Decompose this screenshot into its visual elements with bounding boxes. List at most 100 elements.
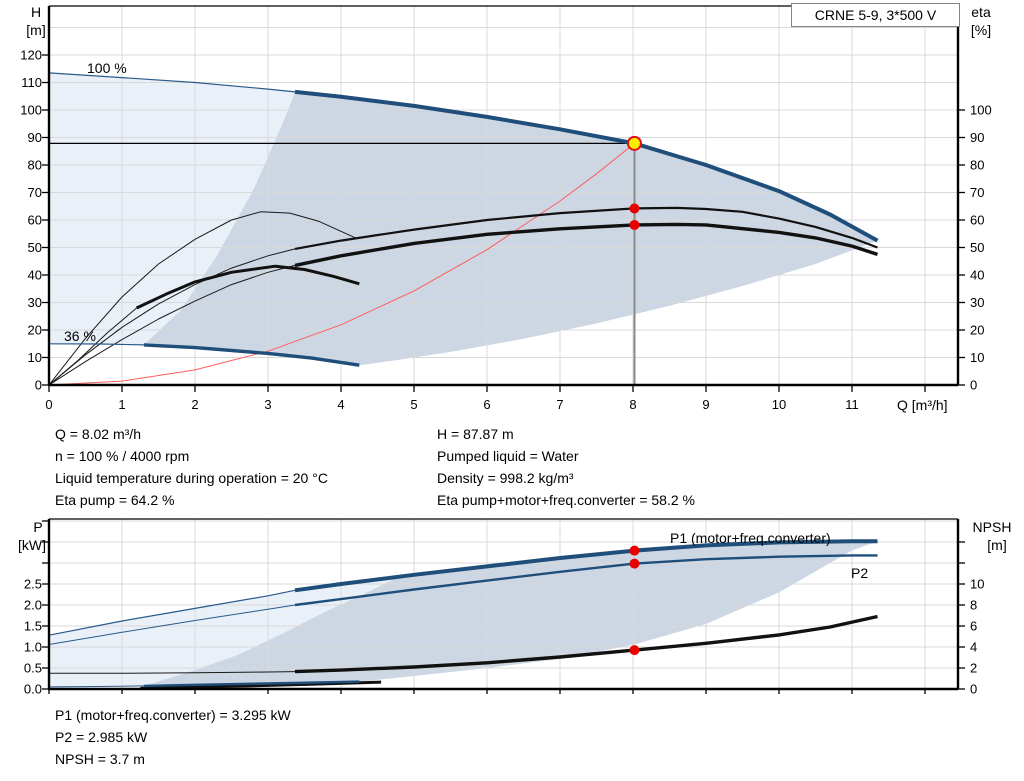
eta-total-100-thin-curve — [48, 264, 296, 386]
x-axis-title: Q [m³/h] — [897, 397, 948, 413]
left-tick-label: 1.0 — [24, 640, 42, 655]
info-line-density: Density = 998.2 kg/m³ — [437, 470, 574, 486]
pump-model-title-text: CRNE 5-9, 3*500 V — [814, 7, 937, 23]
left-tick-label: 0.5 — [24, 661, 42, 676]
p1-curve-label: P1 (motor+freq.converter) — [670, 530, 831, 546]
qh-eta-chart: 0 10 20 30 40 50 60 70 80 90 100 110 120 0 10 20 30 40 50 6… — [20, 4, 991, 413]
p1-point-marker — [629, 545, 640, 556]
x-tick-label: 7 — [556, 397, 563, 412]
left-tick-label: 90 — [28, 130, 42, 145]
pmin-blue-thin-curve — [48, 685, 144, 688]
info-line-temperature: Liquid temperature during operation = 20… — [55, 470, 328, 486]
duty-info-right: H = 87.87 m Pumped liquid = Water Densit… — [437, 423, 695, 511]
speed-max-label: 100 % — [87, 60, 127, 76]
left-axis-title-line1: P — [33, 519, 42, 535]
x-tick-label: 9 — [702, 397, 709, 412]
right-tick-label: 10 — [970, 577, 984, 592]
pmin-blue-thick-curve — [143, 680, 360, 688]
speed-min-label: 36 % — [64, 328, 96, 344]
left-tick-label: 2.5 — [24, 577, 42, 592]
left-tick-label: 110 — [21, 75, 42, 90]
info-line-speed: n = 100 % / 4000 rpm — [55, 448, 190, 464]
right-tick-label: 2 — [970, 661, 977, 676]
x-tick-label: 4 — [337, 397, 344, 412]
eta-total-min-thin-curve — [48, 307, 137, 386]
hq-max-thick-curve — [294, 89, 879, 243]
right-tick-label: 6 — [970, 619, 977, 634]
pmin-black-thick-curve — [140, 680, 382, 690]
x-tick-label: 10 — [772, 397, 786, 412]
right-axis-title-line2: [m] — [987, 537, 1006, 553]
left-tick-label: 20 — [28, 323, 42, 338]
system-curve-curve — [48, 143, 635, 386]
right-tick-label: 70 — [970, 185, 984, 200]
left-tick-label: 80 — [28, 158, 42, 173]
info-line-h: H = 87.87 m — [437, 426, 514, 442]
left-tick-label: 0.0 — [24, 682, 42, 697]
info-line-npsh: NPSH = 3.7 m — [55, 751, 145, 767]
eta-pump-100-thick-curve — [294, 206, 878, 250]
left-tick-label: 30 — [28, 295, 42, 310]
info-line-p2: P2 = 2.985 kW — [55, 729, 148, 745]
right-tick-label: 40 — [970, 268, 984, 283]
eta-total-point-marker — [629, 219, 640, 230]
npsh-point-marker — [629, 645, 640, 656]
eta-pump-min-curve — [48, 211, 356, 386]
duty-info-left: Q = 8.02 m³/h n = 100 % / 4000 rpm Liqui… — [55, 423, 328, 511]
left-tick-label: 70 — [28, 185, 42, 200]
eta-pump-point-marker — [629, 203, 640, 214]
npsh-thick-curve — [294, 614, 878, 674]
right-tick-label: 100 — [970, 103, 992, 118]
pump-model-title: CRNE 5-9, 3*500 V — [791, 3, 960, 27]
power-control-dark — [143, 541, 878, 686]
x-tick-label: 6 — [483, 397, 490, 412]
right-tick-label: 20 — [970, 323, 984, 338]
eta-total-100-thick-curve — [294, 222, 879, 268]
info-line-eta-total: Eta pump+motor+freq.converter = 58.2 % — [437, 492, 695, 508]
right-tick-label: 60 — [970, 213, 984, 228]
left-tick-label: 100 — [20, 103, 42, 118]
left-tick-label: 40 — [28, 268, 42, 283]
info-line-eta-pump: Eta pump = 64.2 % — [55, 492, 175, 508]
x-tick-label: 8 — [629, 397, 636, 412]
right-tick-label: 4 — [970, 640, 977, 655]
eta-total-min-thick-curve — [135, 264, 360, 310]
left-axis-title-line2: [kW] — [18, 537, 46, 553]
x-tick-label: 2 — [191, 397, 198, 412]
right-axis-title-line1: NPSH — [973, 519, 1012, 535]
info-line-q: Q = 8.02 m³/h — [55, 426, 141, 442]
eta-pump-100-thin-curve — [48, 248, 296, 386]
right-tick-label: 0 — [970, 378, 977, 393]
left-tick-label: 50 — [28, 240, 42, 255]
left-tick-label: 120 — [20, 48, 42, 63]
x-tick-label: 11 — [845, 397, 859, 412]
info-line-p1: P1 (motor+freq.converter) = 3.295 kW — [55, 707, 291, 723]
right-axis-title-line1: eta — [971, 4, 991, 20]
left-axis-title-line1: H — [31, 4, 41, 20]
right-tick-label: 80 — [970, 158, 984, 173]
left-tick-label: 2.0 — [24, 598, 42, 613]
hq-max-thin-curve — [48, 72, 296, 93]
x-tick-label: 5 — [410, 397, 417, 412]
duty-point-marker[interactable] — [626, 135, 642, 151]
power-info: P1 (motor+freq.converter) = 3.295 kW P2 … — [55, 704, 291, 770]
p2-curve-label: P2 — [851, 565, 868, 581]
power-npsh-chart: 0.0 0.5 1.0 1.5 2.0 2.5 0 2 4 6 8 10 P [kW] NPSH [m] P1 … — [18, 518, 1012, 697]
right-tick-label: 30 — [970, 295, 984, 310]
hq-min-thick-curve — [143, 343, 360, 367]
p2-point-marker — [629, 558, 640, 569]
x-tick-label: 3 — [264, 397, 271, 412]
hq-min-thin-curve — [48, 343, 144, 346]
right-tick-label: 50 — [970, 240, 984, 255]
left-tick-label: 0 — [35, 378, 42, 393]
p1-thin-curve — [48, 589, 296, 636]
left-tick-label: 60 — [28, 213, 42, 228]
left-tick-label: 1.5 — [24, 619, 42, 634]
right-tick-label: 10 — [970, 350, 984, 365]
right-tick-label: 90 — [970, 130, 984, 145]
x-tick-label: 1 — [118, 397, 125, 412]
right-tick-label: 8 — [970, 598, 977, 613]
control-range-dark — [143, 91, 878, 366]
